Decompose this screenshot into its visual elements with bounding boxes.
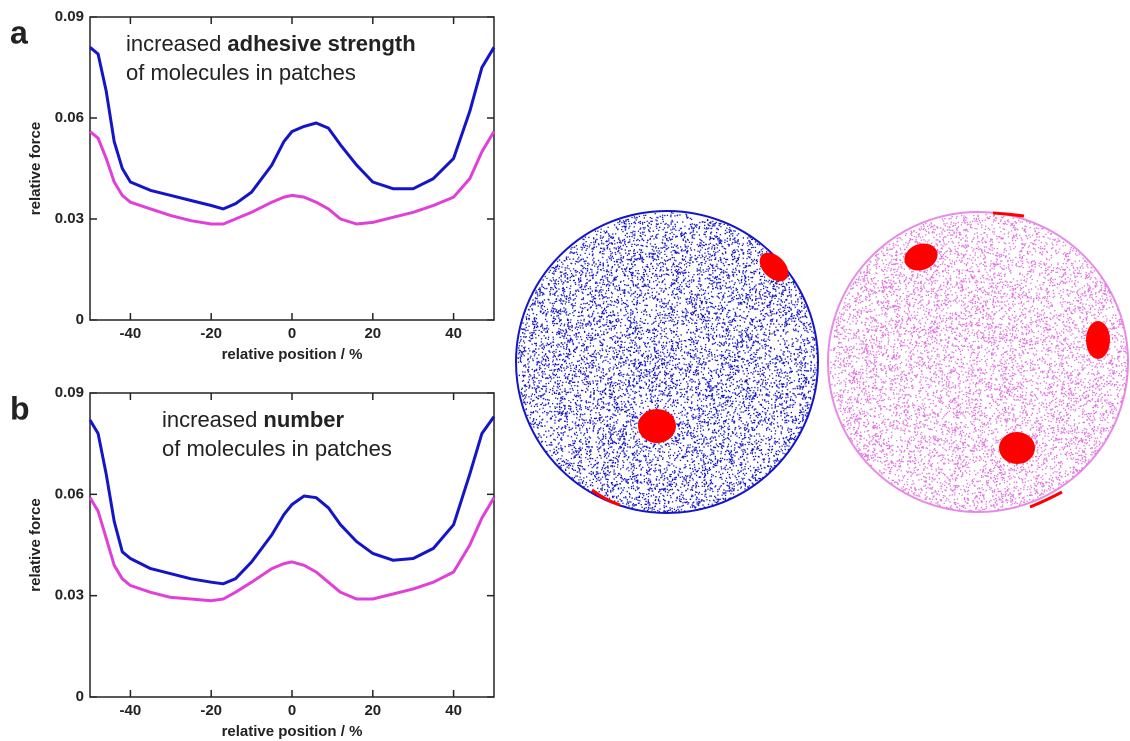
- x-tick-label: -20: [200, 702, 222, 719]
- x-tick-label: -40: [120, 702, 142, 719]
- sphere-pink: [827, 211, 1129, 513]
- patch: [759, 252, 789, 282]
- chart-panel: 0 0.03 0.06 0.09 -40 -20 0 20 40 relative positio…: [10, 384, 496, 740]
- x-axis-label: relative position / %: [222, 723, 363, 740]
- x-tick-label: 20: [364, 325, 381, 342]
- x-tick-label: -40: [120, 325, 142, 342]
- patch: [638, 409, 676, 443]
- x-tick-label: 40: [445, 325, 462, 342]
- x-tick-label: 20: [364, 702, 381, 719]
- sphere-dots: [517, 212, 818, 514]
- series-line: [88, 415, 496, 586]
- patch: [1086, 321, 1110, 359]
- x-tick-label: 40: [445, 702, 462, 719]
- series-line: [88, 496, 496, 603]
- y-tick-label: 0: [76, 311, 84, 328]
- y-tick-label: 0.06: [55, 485, 84, 502]
- x-tick-label: -20: [200, 325, 222, 342]
- patch-edge: [992, 211, 1025, 218]
- annotation-bold: adhesive strength: [227, 31, 415, 56]
- y-tick-label: 0.09: [55, 384, 84, 401]
- annotation: increased adhesive strength: [126, 31, 416, 56]
- x-tick-label: 0: [288, 325, 296, 342]
- x-axis-label: relative position / %: [222, 346, 363, 363]
- y-axis-label: relative force: [27, 122, 44, 215]
- x-tick-label: 0: [288, 702, 296, 719]
- annotation-text: increased: [162, 407, 257, 432]
- y-tick-label: 0.03: [55, 210, 84, 227]
- annotation: increased number: [162, 407, 345, 432]
- chart-panel: 0 0.03 0.06 0.09 -40 -20 0 20 40 relative positio…: [10, 8, 496, 363]
- panel-label: a: [10, 14, 28, 50]
- series-line: [89, 46, 496, 211]
- y-tick-label: 0.09: [55, 8, 84, 25]
- y-tick-label: 0.03: [55, 587, 84, 604]
- annotation-text: increased: [126, 31, 221, 56]
- series-line: [89, 130, 496, 226]
- annotation-line2: of molecules in patches: [162, 436, 392, 461]
- panel-label: b: [10, 390, 30, 426]
- sphere-blue: [515, 210, 819, 514]
- patch-edge: [591, 488, 621, 507]
- patch: [999, 432, 1035, 464]
- y-axis-label: relative force: [27, 498, 44, 591]
- patch: [904, 243, 938, 271]
- y-tick-label: 0: [76, 688, 84, 705]
- annotation-line2: of molecules in patches: [126, 60, 356, 85]
- y-tick-label: 0.06: [55, 109, 84, 126]
- patch-edge: [1029, 490, 1063, 509]
- annotation-bold: number: [263, 407, 344, 432]
